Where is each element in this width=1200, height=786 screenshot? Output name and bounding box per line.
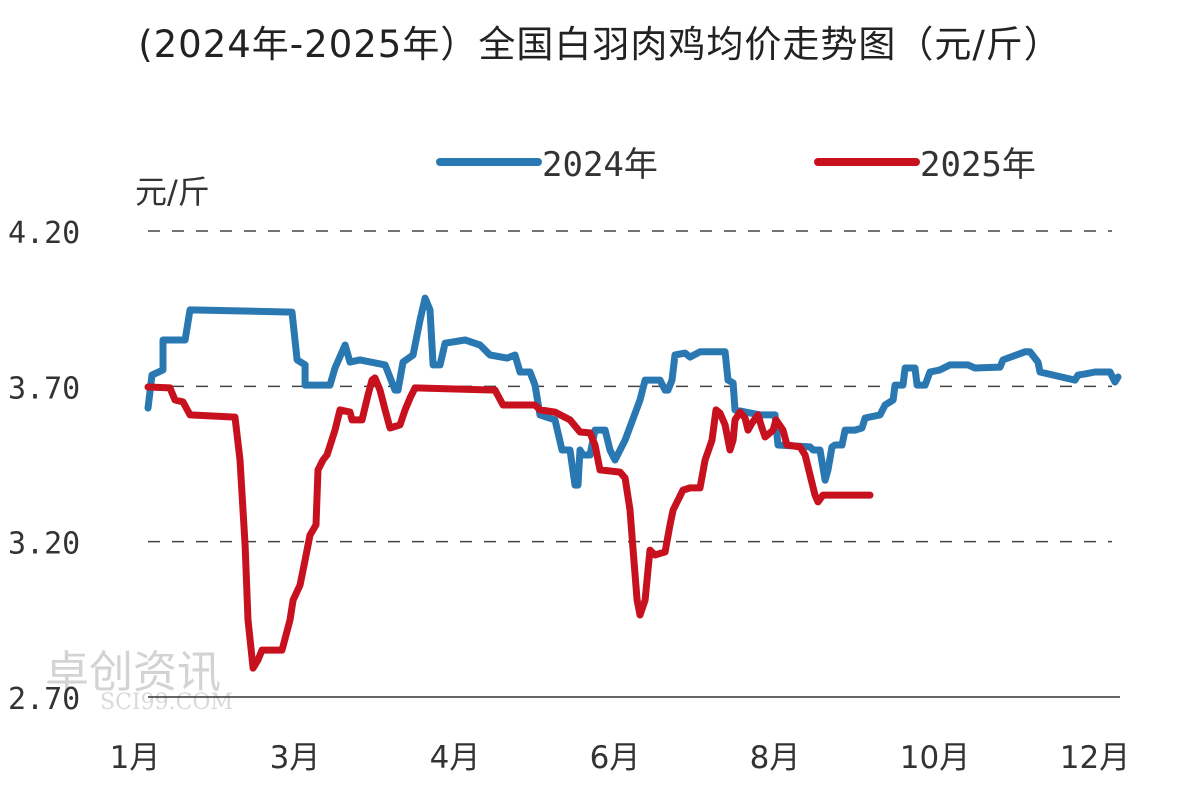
x-tick-label: 3月 [270,740,321,776]
x-tick-label: 8月 [750,740,801,776]
series-line-2025年 [144,374,874,672]
x-tick-label: 1月 [110,740,161,776]
y-tick-label: 3.20 [8,527,80,562]
chart-title: (2024年-2025年）全国白羽肉鸡均价走势图（元/斤） [138,23,1062,66]
x-tick-label: 12月 [1060,740,1130,776]
x-tick-label: 10月 [900,740,970,776]
y-tick-label: 2.70 [8,682,80,717]
x-tick-label: 4月 [430,740,481,776]
legend-label: 2024年 [542,145,658,185]
y-tick-label: 4.20 [8,216,80,251]
series-line-2024年 [144,294,1122,489]
y-axis-unit-label: 元/斤 [135,173,210,211]
x-tick-label: 6月 [590,740,641,776]
y-tick-label: 3.70 [8,371,80,406]
legend-label: 2025年 [920,145,1036,185]
watermark-url: SCI99.COM [100,690,233,715]
watermark-logo: 卓创资讯 [45,647,221,698]
